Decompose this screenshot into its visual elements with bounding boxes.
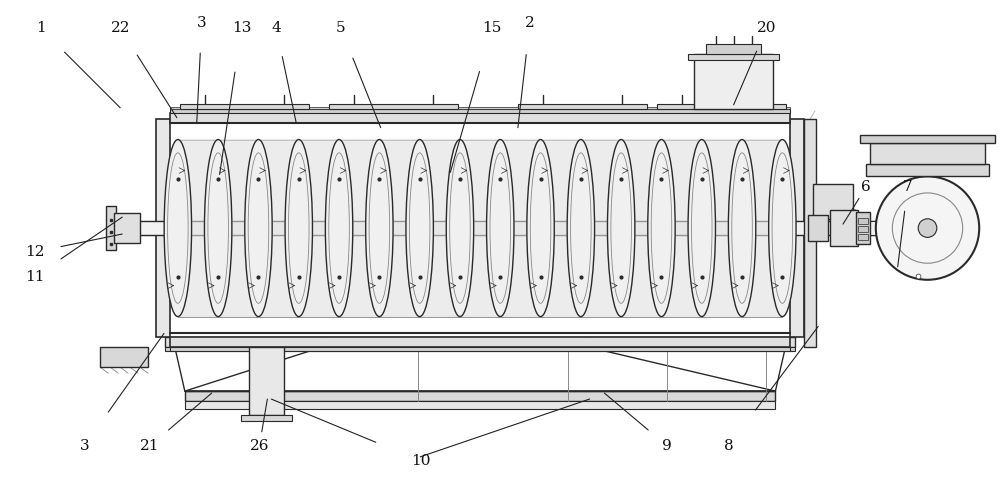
Ellipse shape bbox=[527, 140, 554, 317]
Circle shape bbox=[876, 176, 979, 280]
Bar bbox=[813, 184, 853, 219]
Polygon shape bbox=[621, 140, 661, 317]
Bar bbox=[185, 401, 775, 409]
Bar bbox=[866, 164, 989, 176]
Bar bbox=[830, 210, 858, 246]
Polygon shape bbox=[541, 140, 581, 317]
Polygon shape bbox=[339, 140, 379, 317]
Text: 5: 5 bbox=[336, 21, 346, 35]
Polygon shape bbox=[420, 140, 460, 317]
Bar bbox=[170, 109, 790, 113]
Polygon shape bbox=[460, 140, 500, 317]
Text: 3: 3 bbox=[80, 439, 89, 453]
Text: 22: 22 bbox=[110, 21, 130, 35]
Bar bbox=[870, 143, 985, 164]
Circle shape bbox=[918, 219, 937, 237]
Polygon shape bbox=[258, 140, 299, 317]
Ellipse shape bbox=[325, 140, 353, 317]
Bar bbox=[249, 348, 284, 415]
Text: 6: 6 bbox=[861, 180, 871, 194]
Text: 3: 3 bbox=[197, 16, 207, 30]
Polygon shape bbox=[742, 140, 782, 317]
Bar bbox=[790, 119, 804, 337]
Ellipse shape bbox=[164, 140, 192, 317]
Polygon shape bbox=[581, 140, 621, 317]
Bar bbox=[170, 348, 790, 351]
Ellipse shape bbox=[769, 140, 796, 317]
Text: 11: 11 bbox=[25, 270, 44, 284]
Bar bbox=[170, 337, 790, 348]
Bar bbox=[170, 113, 790, 123]
Text: 15: 15 bbox=[482, 21, 502, 35]
Bar bbox=[111, 221, 884, 235]
Text: 2: 2 bbox=[525, 16, 535, 30]
Text: 7: 7 bbox=[903, 180, 912, 194]
Bar bbox=[165, 348, 795, 351]
Bar bbox=[808, 215, 828, 241]
Polygon shape bbox=[299, 140, 339, 317]
Ellipse shape bbox=[446, 140, 474, 317]
Bar bbox=[180, 104, 309, 109]
Text: 8: 8 bbox=[724, 439, 733, 453]
Ellipse shape bbox=[688, 140, 715, 317]
Bar bbox=[100, 348, 148, 367]
Bar bbox=[241, 415, 292, 421]
Bar bbox=[858, 221, 876, 235]
Text: 21: 21 bbox=[140, 439, 160, 453]
Bar bbox=[706, 44, 761, 54]
Bar bbox=[856, 212, 870, 244]
Bar bbox=[170, 107, 790, 109]
Bar bbox=[858, 226, 868, 232]
Bar bbox=[804, 119, 816, 348]
Ellipse shape bbox=[285, 140, 312, 317]
Text: 13: 13 bbox=[232, 21, 251, 35]
Bar bbox=[858, 218, 868, 224]
Bar bbox=[106, 206, 116, 250]
Ellipse shape bbox=[728, 140, 756, 317]
Ellipse shape bbox=[245, 140, 272, 317]
Bar bbox=[694, 54, 773, 109]
Ellipse shape bbox=[607, 140, 635, 317]
Polygon shape bbox=[702, 140, 742, 317]
Ellipse shape bbox=[567, 140, 595, 317]
Text: 1: 1 bbox=[36, 21, 46, 35]
Text: 10: 10 bbox=[411, 454, 430, 468]
Ellipse shape bbox=[204, 140, 232, 317]
Text: 12: 12 bbox=[25, 245, 44, 259]
Polygon shape bbox=[500, 140, 541, 317]
Bar bbox=[185, 391, 775, 401]
Polygon shape bbox=[379, 140, 420, 317]
Bar bbox=[156, 119, 170, 337]
Polygon shape bbox=[661, 140, 702, 317]
Bar bbox=[329, 104, 458, 109]
Bar bbox=[858, 234, 868, 240]
Text: 26: 26 bbox=[250, 439, 269, 453]
Polygon shape bbox=[178, 140, 218, 317]
Text: 20: 20 bbox=[757, 21, 776, 35]
Bar bbox=[114, 213, 140, 243]
Bar bbox=[688, 54, 779, 60]
Text: 9: 9 bbox=[662, 439, 672, 453]
Bar bbox=[860, 134, 995, 143]
Polygon shape bbox=[218, 140, 258, 317]
Ellipse shape bbox=[406, 140, 433, 317]
Bar bbox=[518, 104, 647, 109]
Ellipse shape bbox=[648, 140, 675, 317]
Text: 4: 4 bbox=[271, 21, 281, 35]
Bar bbox=[165, 337, 795, 348]
Bar bbox=[657, 104, 786, 109]
Ellipse shape bbox=[366, 140, 393, 317]
Ellipse shape bbox=[487, 140, 514, 317]
